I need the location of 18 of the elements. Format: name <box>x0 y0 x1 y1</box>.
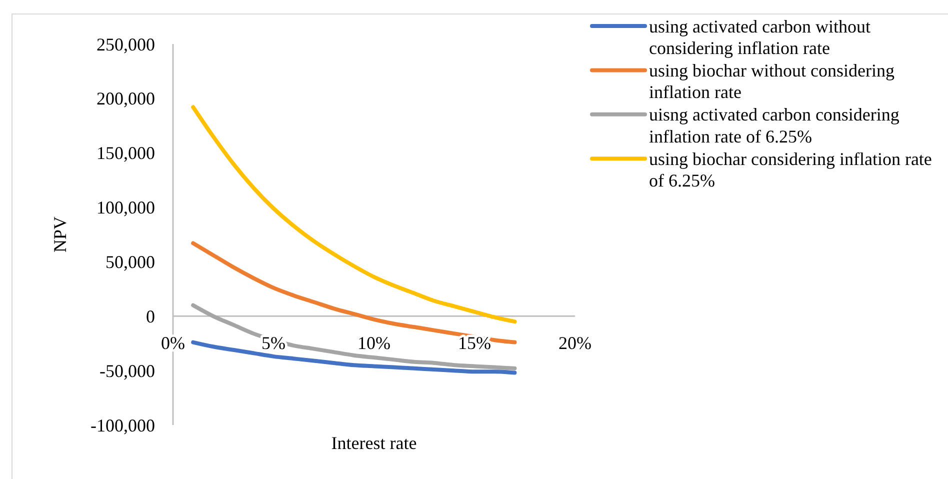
y-axis-title: NPV <box>50 216 70 253</box>
y-tick-label: 150,000 <box>96 143 155 164</box>
x-tick-label: 15% <box>458 333 491 354</box>
legend-label: using biochar considering inflation rate of 6.25% <box>649 148 932 190</box>
x-tick-label: 0% <box>161 333 185 354</box>
y-tick-label: 100,000 <box>96 198 155 218</box>
x-axis-title: Interest rate <box>331 433 417 453</box>
line-series <box>191 303 517 370</box>
y-tick-label: -50,000 <box>100 360 155 381</box>
y-tick-label: -100,000 <box>90 415 155 436</box>
x-tick-label: 10% <box>358 333 390 354</box>
y-tick-label: 50,000 <box>106 252 155 272</box>
line-series <box>191 105 517 324</box>
y-tick-label: 0 <box>146 306 155 326</box>
x-tick-label: 5% <box>262 333 286 354</box>
x-tick-label: 20% <box>558 333 592 354</box>
y-tick-label: 250,000 <box>96 34 155 54</box>
y-tick-label: 200,000 <box>96 88 155 109</box>
